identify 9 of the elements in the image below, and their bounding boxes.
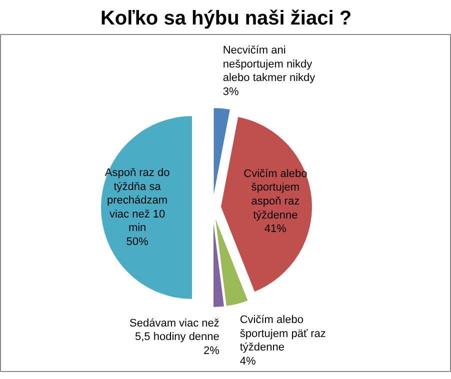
data-label: 41% bbox=[264, 223, 287, 236]
slice-label: Sedávam viac než 5,5 hodiny denne bbox=[130, 317, 220, 344]
data-label: 4% bbox=[240, 355, 256, 368]
chart-title: Koľko sa hýbu naši žiaci ? bbox=[100, 8, 352, 30]
data-label: 2% bbox=[204, 344, 220, 357]
slice-label: Cvičím alebo športujem päť raz týždenne bbox=[240, 314, 326, 354]
data-label: 50% bbox=[126, 236, 149, 248]
slice-label: Necvičím ani nešportujem nikdy alebo takmer nikdy bbox=[222, 44, 316, 84]
data-label: 3% bbox=[222, 86, 239, 98]
